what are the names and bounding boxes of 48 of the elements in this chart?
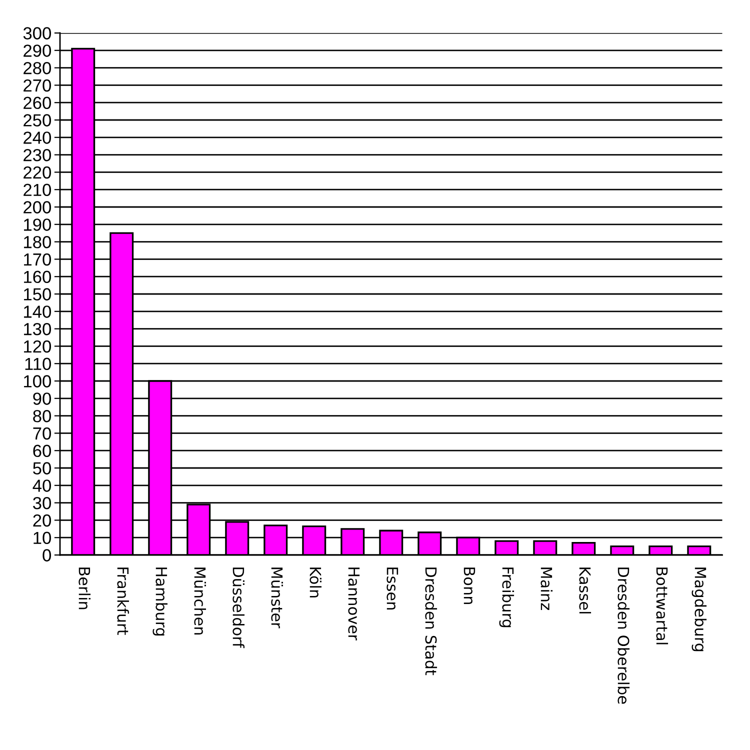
x-tick-label: Freiburg (499, 568, 514, 628)
y-tick-label: 60 (33, 444, 51, 458)
y-tick-label: 270 (24, 79, 51, 92)
x-tick-label: Berlin (78, 568, 90, 610)
y-tick-label: 290 (24, 44, 51, 57)
y-tick-label: 250 (24, 114, 51, 126)
x-tick-label: Bonn (464, 568, 476, 604)
y-tick-label: 20 (33, 514, 51, 527)
x-tick-label: Essen (386, 568, 398, 610)
x-tick-label: Hannover (348, 568, 360, 640)
x-tick-label: Düsseldorf (232, 568, 245, 648)
x-tick-label: Dresden Stadt (425, 568, 438, 676)
y-tick-label: 160 (24, 270, 51, 284)
y-tick-label: 260 (24, 96, 51, 110)
x-tick-label: München (194, 568, 206, 635)
x-tick-label: Münster (271, 568, 283, 628)
y-tick-label: 300 (23, 27, 51, 40)
y-tick-label: 220 (24, 166, 51, 179)
y-tick-label: 90 (33, 392, 51, 405)
x-tick-label: Hamburg (152, 568, 168, 636)
x-tick-label: Frankfurt (117, 568, 129, 635)
y-tick-label: 30 (33, 496, 51, 510)
y-tick-label: 240 (24, 132, 51, 144)
y-tick-label: 150 (24, 288, 51, 300)
y-tick-label: 40 (32, 480, 51, 492)
x-tick-label: Bottwartal (656, 568, 668, 644)
x-tick-label: Dresden Oberelbe (618, 568, 630, 704)
y-tick-label: 70 (33, 427, 51, 440)
y-tick-label: 190 (24, 218, 51, 231)
y-tick-label: 230 (24, 148, 51, 162)
y-tick-label: 170 (24, 253, 51, 266)
x-tick-label: Mainz (540, 568, 553, 610)
x-tick-label: Köln (310, 568, 322, 598)
y-tick-label: 280 (24, 62, 51, 74)
y-tick-label: 80 (33, 410, 51, 422)
y-tick-label: 140 (24, 306, 51, 318)
y-tick-label: 120 (24, 340, 51, 353)
y-tick-label: 0 (42, 549, 51, 562)
y-tick-label: 50 (33, 462, 51, 474)
y-tick-label: 110 (25, 358, 51, 370)
y-tick-label: 100 (24, 375, 51, 388)
y-tick-label: 180 (24, 236, 51, 248)
y-tick-label: 200 (24, 201, 51, 214)
x-tick-label: Kassel (579, 568, 592, 614)
y-tick-label: 130 (24, 322, 51, 336)
y-tick-label: 210 (24, 184, 51, 196)
y-tick-label: 10 (34, 532, 51, 544)
x-tick-label: Magdeburg (692, 568, 707, 652)
